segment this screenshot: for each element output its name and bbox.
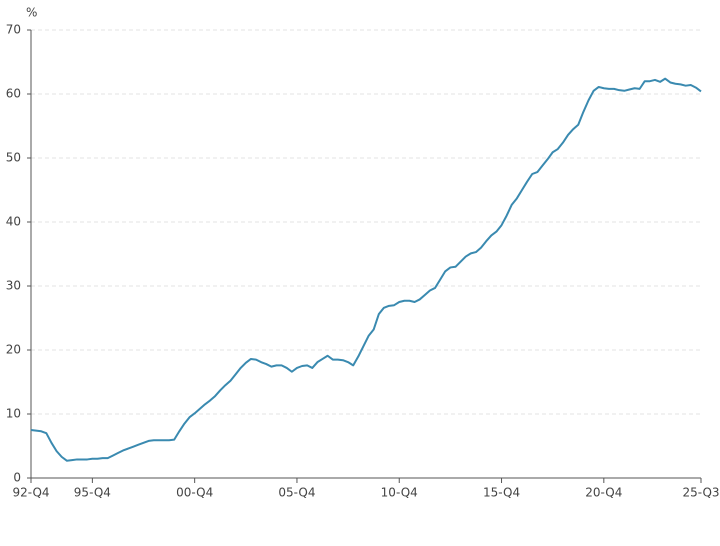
x-tick-label: 95-Q4 xyxy=(74,486,111,500)
y-tick-label: 40 xyxy=(6,215,21,229)
y-tick-label: 0 xyxy=(13,471,21,485)
x-tick-label: 92-Q4 xyxy=(12,486,49,500)
y-axis-label: % xyxy=(26,6,37,20)
x-tick-label: 25-Q3 xyxy=(682,486,719,500)
x-tick-label: 20-Q4 xyxy=(585,486,622,500)
y-tick-label: 30 xyxy=(6,279,21,293)
y-tick-label: 20 xyxy=(6,343,21,357)
x-tick-label: 05-Q4 xyxy=(278,486,315,500)
y-tick-label: 60 xyxy=(6,87,21,101)
data-line xyxy=(30,77,702,462)
x-tick-label: 00-Q4 xyxy=(176,486,213,500)
x-tick-label: 15-Q4 xyxy=(483,486,520,500)
y-tick-label: 70 xyxy=(6,23,21,37)
y-tick-label: 50 xyxy=(6,151,21,165)
y-tick-label: 10 xyxy=(6,407,21,421)
x-tick-label: 10-Q4 xyxy=(381,486,418,500)
